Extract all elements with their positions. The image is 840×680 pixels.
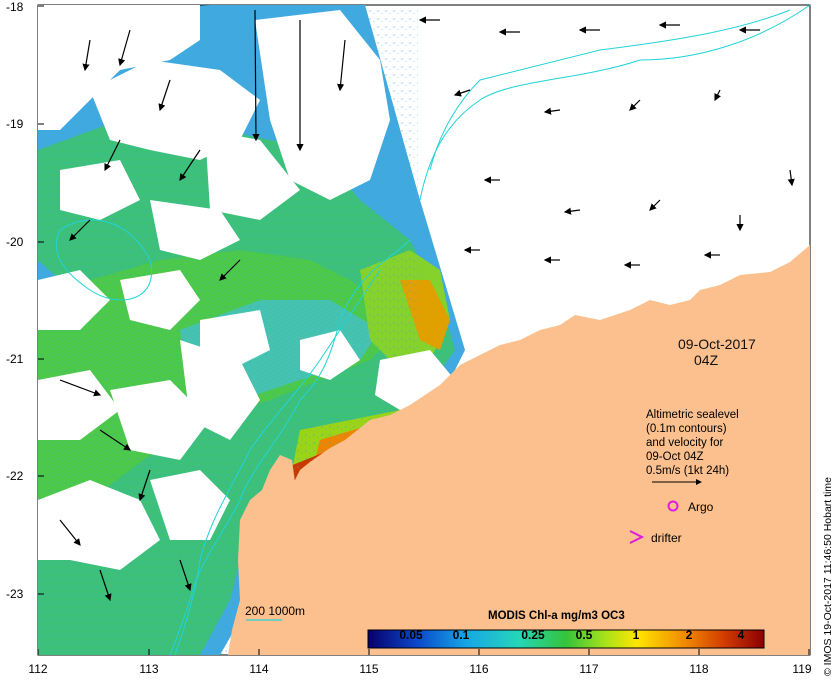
legend-line: 0.5m/s (1kt 24h) — [646, 465, 730, 477]
lon-label: 118 — [689, 662, 709, 676]
australia-land — [228, 245, 810, 655]
colorbar-tick: 0.05 — [399, 628, 423, 642]
lat-label: -19 — [6, 117, 24, 131]
velocity-vectors — [59, 9, 795, 602]
lat-label: -22 — [6, 469, 24, 483]
lat-label: -20 — [6, 235, 24, 249]
colorbar-tick: 0.5 — [575, 628, 593, 642]
lon-label: 115 — [359, 662, 379, 676]
colorbar-tick: 0.1 — [452, 628, 470, 642]
colorbar-tick: 4 — [737, 628, 745, 642]
colorbar-tick: 0.25 — [521, 628, 545, 642]
lon-label: 117 — [579, 662, 599, 676]
legend-line: (0.1m contours) — [646, 423, 727, 435]
lon-label: 112 — [28, 662, 48, 676]
date-label: 09-Oct-2017 — [678, 336, 756, 352]
depth-contours — [55, 4, 811, 656]
argo-symbol — [667, 500, 679, 512]
altimetry-legend: Altimetric sealevel (0.1m contours) and … — [646, 408, 739, 478]
axis-ticks — [37, 5, 810, 655]
legend-line: 09-Oct 04Z — [646, 451, 704, 463]
legend-line: Altimetric sealevel — [646, 409, 739, 421]
drifter-symbol — [629, 530, 645, 544]
colorbar-title: MODIS Chl-a mg/m3 OC3 — [488, 610, 625, 622]
lat-label: -18 — [6, 0, 24, 14]
colorbar-tick: 2 — [685, 628, 693, 642]
cloud-cover — [38, 5, 455, 570]
lon-label: 114 — [249, 662, 269, 676]
lon-label: 119 — [792, 662, 812, 676]
depth-legend-label: 200 1000m — [245, 604, 306, 618]
hour-label: 04Z — [694, 352, 719, 368]
colorbar — [367, 629, 765, 649]
lon-label: 113 — [139, 662, 159, 676]
colorbar-tick: 1 — [632, 628, 640, 642]
credit-text: © IMOS 19-Oct-2017 11:46:50 Hobart time — [822, 477, 834, 676]
legend-line: and velocity for — [646, 437, 724, 449]
argo-label: Argo — [688, 500, 714, 514]
drifter-label: drifter — [651, 531, 682, 545]
lat-label: -23 — [6, 587, 24, 601]
lat-label: -21 — [6, 352, 24, 366]
lon-label: 116 — [469, 662, 489, 676]
